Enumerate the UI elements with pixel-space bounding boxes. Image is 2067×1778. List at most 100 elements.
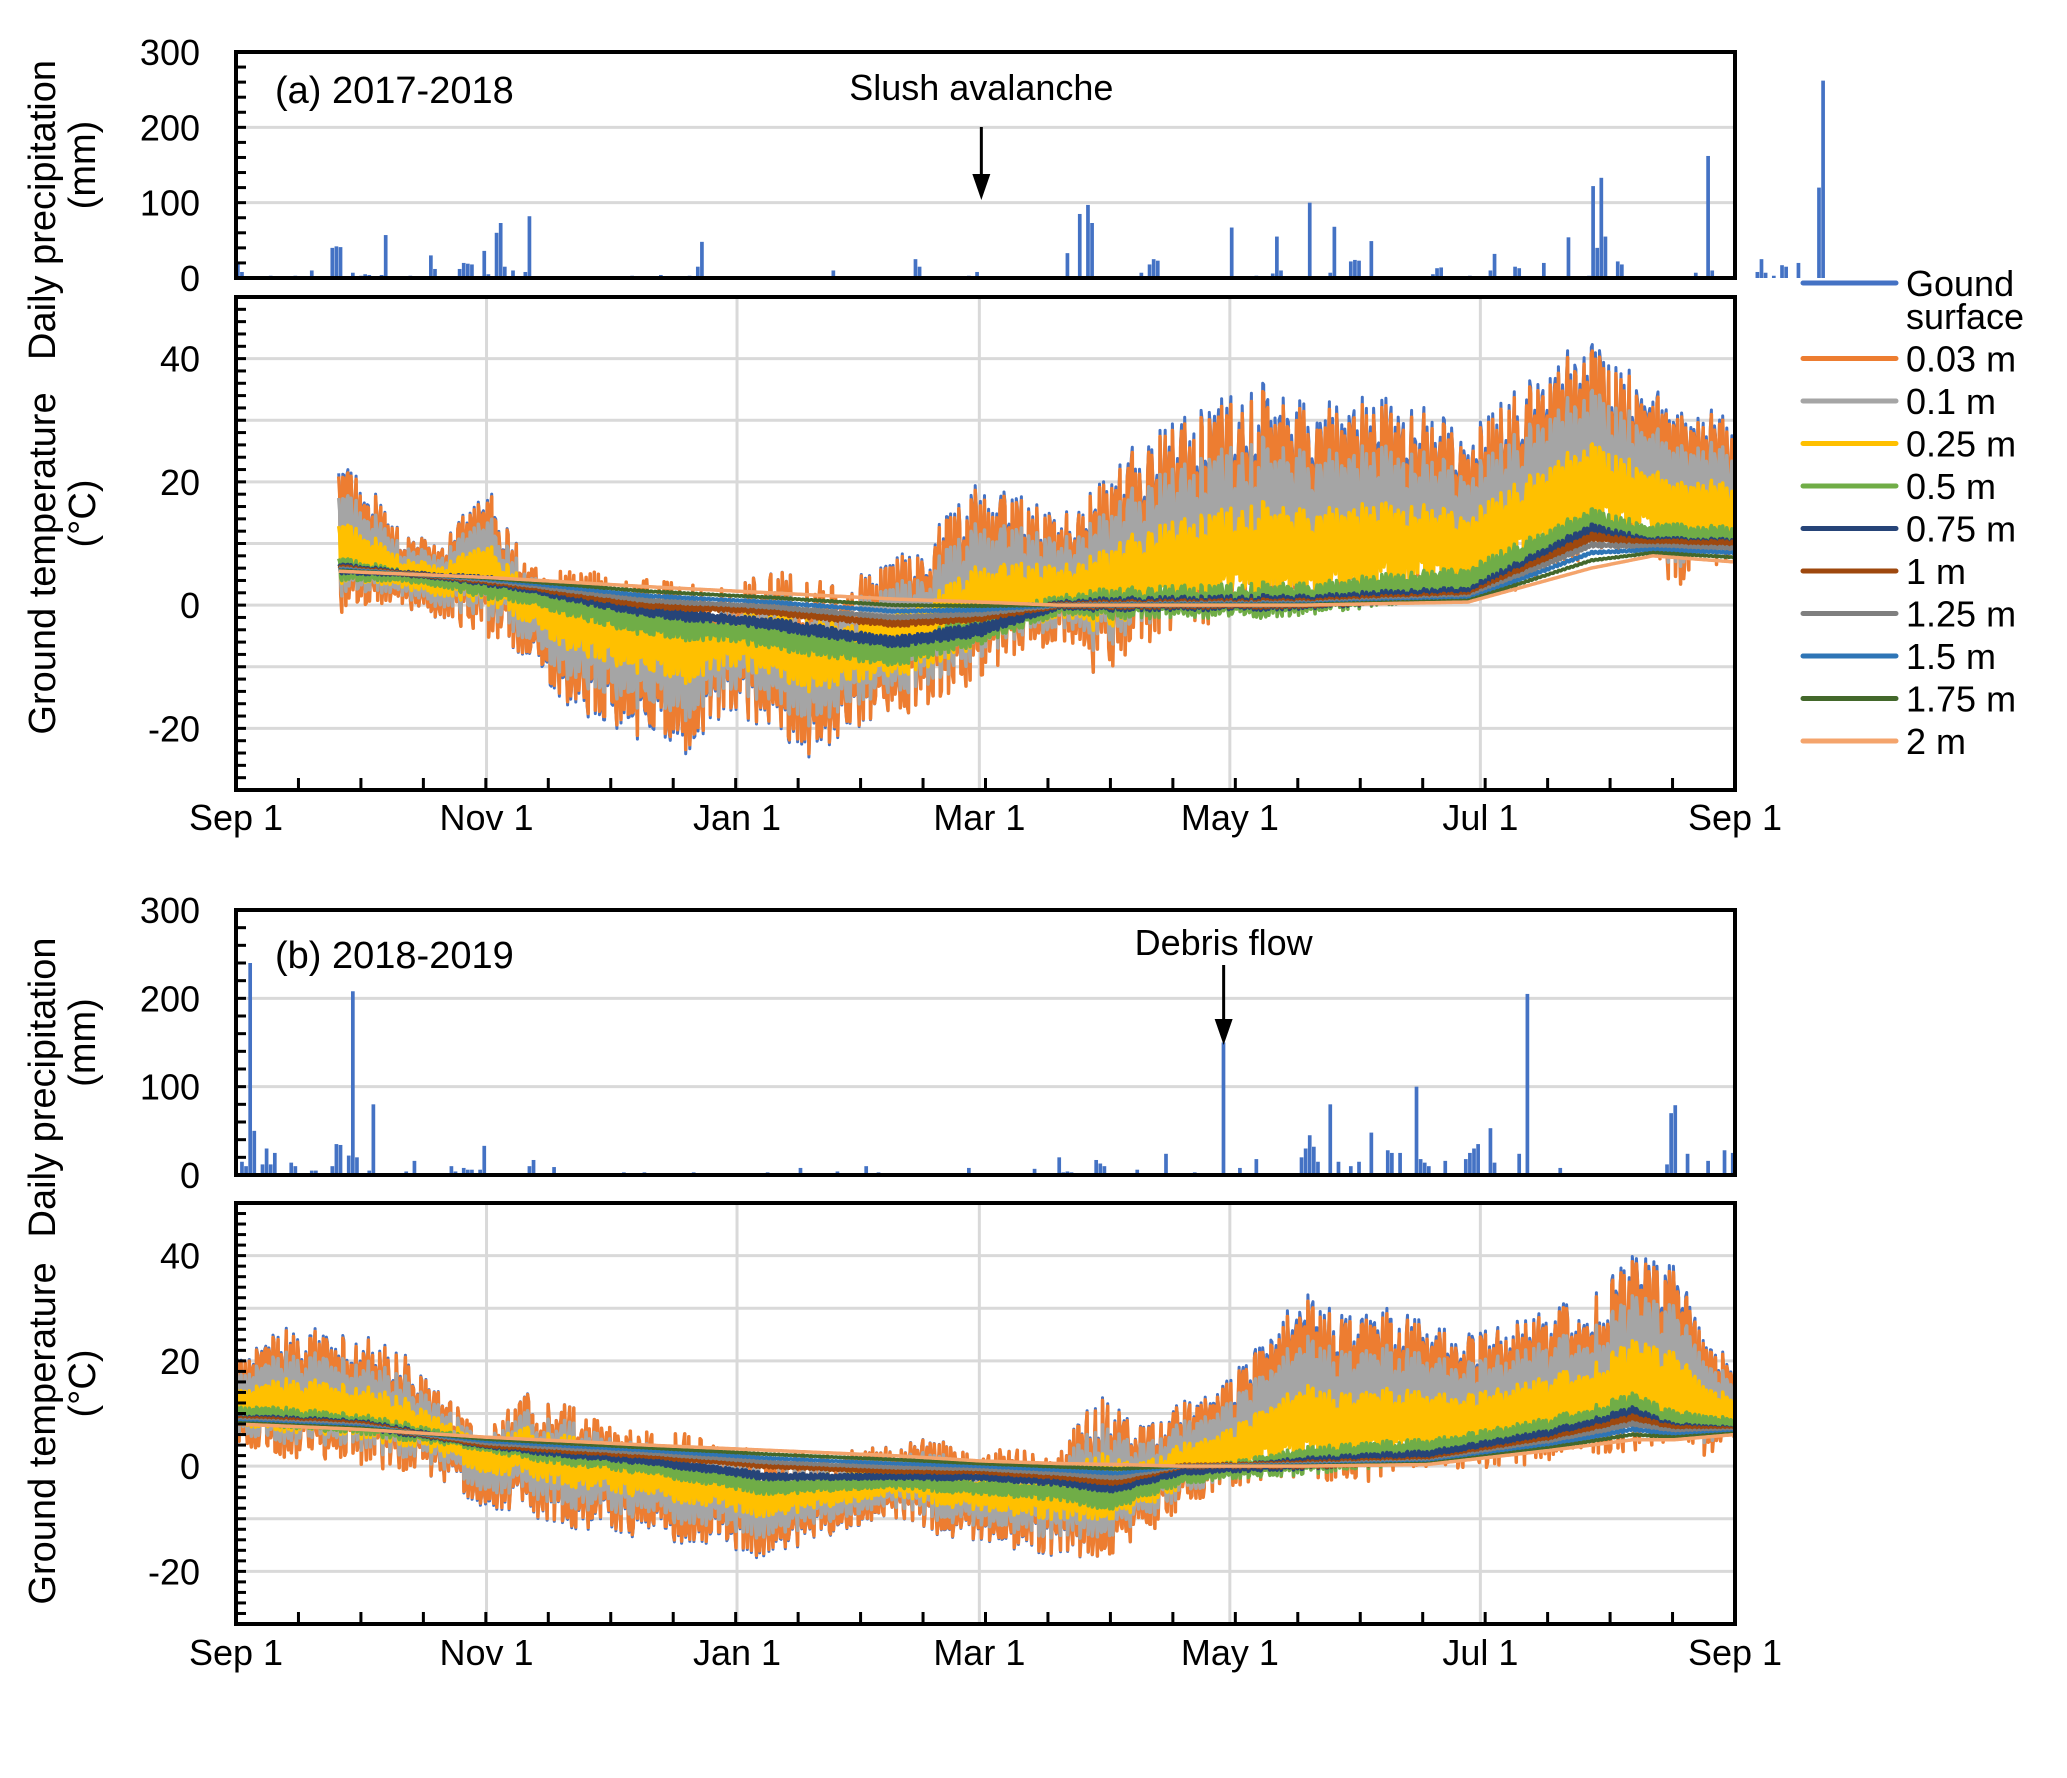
precip-bar	[1357, 260, 1361, 278]
precip-bar	[1221, 1042, 1226, 1175]
precip-y-tick-label: 100	[140, 1067, 200, 1108]
precip-bar	[449, 1166, 454, 1175]
precip-bar	[1439, 267, 1444, 278]
temp-series-1-5-m	[235, 1419, 1737, 1476]
precip-bar	[240, 271, 244, 278]
debris-flow-arrow-head-icon	[1214, 1019, 1233, 1045]
precip-bar	[330, 1166, 335, 1175]
precip-y-axis-unit: (mm)	[62, 998, 104, 1087]
precip-bar	[1599, 177, 1604, 278]
precip-bar	[1492, 253, 1497, 278]
x-tick-label: Mar 1	[933, 1632, 1025, 1673]
precip-bar	[334, 246, 339, 278]
precip-bar	[1669, 1113, 1673, 1175]
temp-y-tick-label: 40	[160, 1236, 200, 1277]
precip-bar	[1488, 1128, 1493, 1175]
precip-bar	[1435, 268, 1439, 278]
panel-b-precip-frame	[234, 908, 1737, 1177]
precip-bar	[478, 1169, 483, 1175]
precip-bar	[1517, 268, 1522, 278]
precip-bar	[1279, 270, 1283, 278]
legend-label: 0.5 m	[1906, 466, 1996, 507]
precip-bar	[461, 1167, 466, 1175]
precip-bar	[1094, 1159, 1099, 1175]
precip-bar	[252, 1130, 257, 1175]
precip-bar	[1303, 1148, 1308, 1175]
precip-bar	[1558, 1167, 1563, 1175]
precip-y-axis-title: Daily precipitation	[22, 938, 64, 1238]
legend-label: 0.75 m	[1906, 509, 2016, 550]
legend-item: 0.5 m	[1800, 466, 1996, 507]
precip-bar	[470, 264, 474, 278]
x-tick-label: Sep 1	[1688, 797, 1782, 838]
legend-item: 1.5 m	[1800, 636, 1996, 677]
precip-bar	[465, 1169, 470, 1175]
temp-y-axis-title: Ground temperature	[22, 392, 64, 734]
panel-b-temp-series	[234, 1255, 1737, 1560]
temp-y-tick-label: 20	[160, 1341, 200, 1382]
temp-y-tick-label: 20	[160, 462, 200, 503]
precip-bar	[1353, 259, 1357, 278]
legend-item: 0.03 m	[1800, 339, 2016, 380]
precip-bar	[1472, 1148, 1476, 1175]
precip-bar	[1398, 1152, 1402, 1175]
precip-bar	[1357, 1161, 1361, 1175]
legend-item: 1.75 m	[1800, 679, 2016, 720]
precip-bar	[1336, 1161, 1341, 1175]
precip-bar	[1311, 1146, 1316, 1175]
panel-b-precip-y-ticks: 0 100 200 300	[140, 890, 246, 1196]
precip-bar	[1369, 1132, 1374, 1175]
panel-a-precip-frame	[234, 50, 1737, 280]
precip-bar	[1541, 262, 1546, 278]
precip-bar	[523, 271, 528, 278]
precip-bar	[429, 255, 433, 278]
precip-bar	[371, 1104, 376, 1175]
precip-bar	[272, 1152, 277, 1175]
precip-bar	[527, 216, 532, 278]
precip-bar	[1390, 1152, 1394, 1175]
precip-bar	[248, 963, 253, 1175]
panel-a-temp-x-ticks: Sep 1 Nov 1 Jan 1 Mar 1 May 1 Jul 1 Sep 1	[189, 778, 1782, 838]
precip-bar	[1595, 247, 1600, 278]
panel-a-precipitation-chart: 0 100 200 300 (a) 2017-2018 Slush avalanche	[140, 32, 1825, 299]
precip-bar	[967, 1167, 971, 1175]
panel-b-temp-x-ticks: Sep 1 Nov 1 Jan 1 Mar 1 May 1 Jul 1 Sep 1	[189, 1612, 1782, 1673]
precip-bar	[240, 1161, 244, 1175]
legend-label: 0.03 m	[1906, 339, 2016, 380]
precip-bar	[346, 1155, 351, 1175]
precip-bar	[1468, 1152, 1472, 1175]
precip-bar	[1332, 226, 1337, 278]
precip-bar	[1620, 264, 1624, 278]
precip-bar	[412, 1160, 417, 1175]
precip-y-tick-label: 0	[180, 258, 200, 299]
temp-series-0-25-m	[234, 1339, 1737, 1522]
temp-series-0-25-m	[336, 442, 1737, 694]
panel-a-temp-y-ticks: -20 0 20 40	[148, 295, 246, 792]
panel-b-label: (b) 2018-2019	[275, 935, 514, 977]
precip-bar	[1685, 1153, 1690, 1175]
panel-b-precip-gridlines	[236, 996, 1735, 1089]
debris-flow-label: Debris flow	[1135, 922, 1314, 963]
precip-bar	[1591, 186, 1595, 278]
precip-bar	[1275, 236, 1279, 278]
precip-bar	[1147, 264, 1152, 278]
precip-bar	[1270, 273, 1275, 278]
precip-bar	[1763, 272, 1768, 278]
panel-b-precip-bars	[240, 963, 1735, 1175]
precip-bar	[917, 266, 922, 278]
temp-y-axis-title: Ground temperature	[22, 1262, 64, 1604]
precip-bar	[798, 1167, 803, 1175]
precip-bar	[1348, 261, 1353, 278]
precip-bar	[1780, 265, 1784, 278]
x-tick-label: Nov 1	[439, 797, 533, 838]
temp-series-1-m	[234, 1413, 1737, 1487]
precip-bar	[1057, 1157, 1062, 1175]
precip-bar	[1817, 187, 1821, 278]
precip-bar	[1615, 261, 1620, 278]
legend-item: 0.25 m	[1800, 424, 2016, 465]
precip-bar	[482, 1145, 487, 1175]
legend-label: 1.5 m	[1906, 636, 1996, 677]
precip-bar	[289, 1162, 294, 1175]
